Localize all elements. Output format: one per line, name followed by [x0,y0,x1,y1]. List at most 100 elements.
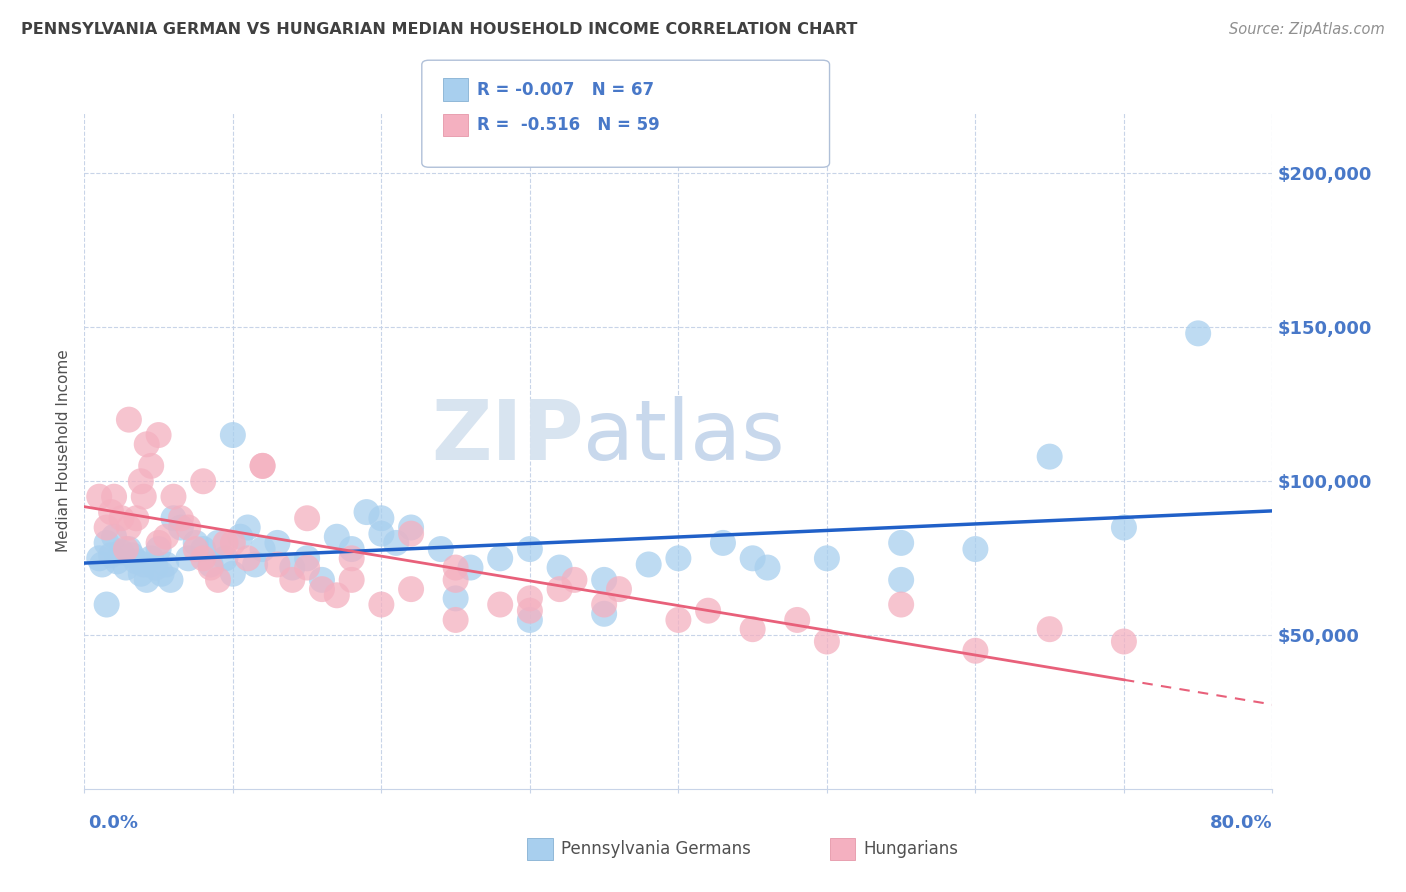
Point [548,560,571,574]
Point [229,530,252,544]
Point [548,582,571,596]
Point [118,520,141,534]
Point [444,591,467,606]
Point [200,558,222,572]
Point [295,560,318,574]
Point [132,490,155,504]
Point [184,542,207,557]
Point [170,520,193,534]
Point [444,573,467,587]
Point [340,551,363,566]
Point [815,551,838,566]
Point [326,588,349,602]
Text: Pennsylvania Germans: Pennsylvania Germans [561,840,751,858]
Point [236,520,259,534]
Point [295,551,318,566]
Point [155,530,177,544]
Point [236,551,259,566]
Point [129,475,152,489]
Point [200,560,222,574]
Point [593,573,616,587]
Text: R =  -0.516   N = 59: R = -0.516 N = 59 [477,116,659,135]
Point [96,536,118,550]
Point [148,428,170,442]
Point [148,536,170,550]
Point [385,536,408,550]
Point [637,558,659,572]
Text: R = -0.007   N = 67: R = -0.007 N = 67 [477,80,654,99]
Point [1039,450,1062,464]
Point [96,520,118,534]
Text: PENNSYLVANIA GERMAN VS HUNGARIAN MEDIAN HOUSEHOLD INCOME CORRELATION CHART: PENNSYLVANIA GERMAN VS HUNGARIAN MEDIAN … [21,22,858,37]
Point [311,573,333,587]
Text: 80.0%: 80.0% [1209,814,1272,831]
Point [96,598,118,612]
Y-axis label: Median Household Income: Median Household Income [56,349,72,552]
Point [519,591,541,606]
Point [399,520,422,534]
Point [890,573,912,587]
Point [266,558,288,572]
Point [741,622,763,636]
Point [370,598,392,612]
Point [89,490,111,504]
Point [815,634,838,648]
Point [489,551,512,566]
Point [326,530,349,544]
Point [214,551,236,566]
Point [141,458,163,473]
Point [121,548,143,562]
Point [741,551,763,566]
Point [184,536,207,550]
Point [150,566,173,581]
Point [162,511,184,525]
Point [118,412,141,426]
Point [1039,622,1062,636]
Text: Source: ZipAtlas.com: Source: ZipAtlas.com [1229,22,1385,37]
Point [191,475,215,489]
Point [370,526,392,541]
Point [519,604,541,618]
Point [519,542,541,557]
Point [125,511,148,525]
Point [135,573,157,587]
Point [207,536,229,550]
Point [91,558,114,572]
Point [1112,520,1135,534]
Point [1187,326,1209,341]
Point [222,566,245,581]
Point [155,558,177,572]
Text: ZIP: ZIP [430,396,583,477]
Point [295,511,318,525]
Point [593,607,616,621]
Point [129,566,152,581]
Point [399,526,422,541]
Point [125,554,148,568]
Point [711,536,734,550]
Point [170,511,193,525]
Point [177,520,200,534]
Point [370,511,392,525]
Text: 0.0%: 0.0% [89,814,139,831]
Point [110,511,132,525]
Point [135,437,157,451]
Point [162,490,184,504]
Point [281,573,304,587]
Point [110,545,132,559]
Point [890,598,912,612]
Text: Hungarians: Hungarians [863,840,959,858]
Point [118,542,141,557]
Point [191,542,215,557]
Point [177,551,200,566]
Point [519,613,541,627]
Point [132,558,155,572]
Point [593,598,616,612]
Point [564,573,586,587]
Point [103,490,125,504]
Point [668,551,690,566]
Point [340,573,363,587]
Point [668,613,690,627]
Point [340,542,363,557]
Point [115,542,138,557]
Point [311,582,333,596]
